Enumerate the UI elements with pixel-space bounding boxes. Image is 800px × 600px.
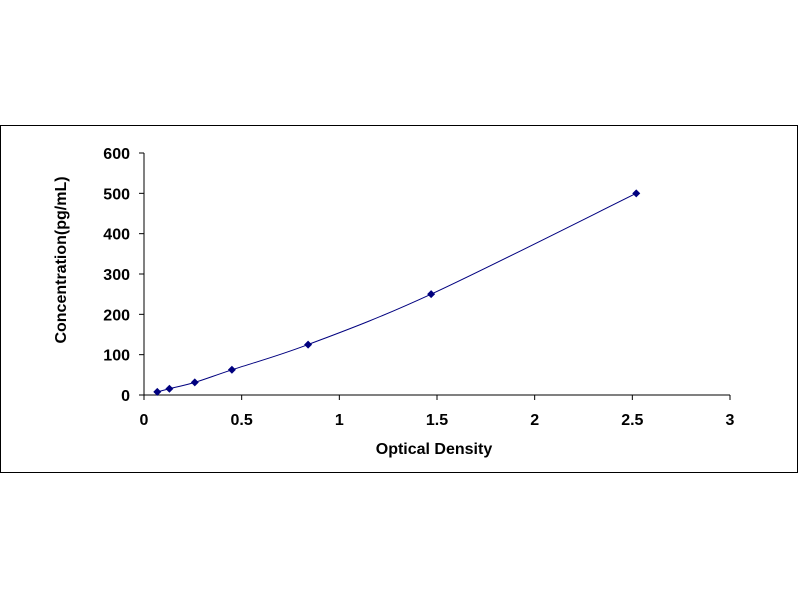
x-tick-label: 0.5 — [231, 412, 253, 429]
data-point-marker — [304, 340, 313, 349]
x-tick-label: 1 — [335, 412, 344, 429]
y-tick-label: 300 — [103, 267, 130, 284]
x-tick-label: 2.5 — [621, 412, 643, 429]
x-axis-title: Optical Density — [376, 441, 493, 458]
data-point-marker — [427, 290, 436, 299]
x-tick-label: 1.5 — [426, 412, 448, 429]
y-tick-label: 500 — [103, 186, 130, 203]
data-point-marker — [153, 387, 162, 396]
chart-frame — [0, 125, 798, 473]
axes — [143, 153, 730, 396]
data-point-marker — [165, 384, 174, 393]
x-tick-label: 0 — [140, 412, 149, 429]
y-tick-label: 100 — [103, 348, 130, 365]
x-ticks: 0 0.5 1 1.5 2 2.5 3 — [140, 395, 735, 429]
x-tick-label: 3 — [726, 412, 735, 429]
data-point-marker — [190, 378, 199, 387]
y-tick-label: 400 — [103, 227, 130, 244]
data-point-marker — [227, 365, 236, 374]
y-tick-label: 0 — [121, 388, 130, 405]
y-tick-label: 200 — [103, 307, 130, 324]
y-tick-label: 600 — [103, 146, 130, 163]
x-tick-label: 2 — [530, 412, 539, 429]
y-ticks: 0 100 200 300 400 500 600 — [103, 146, 144, 405]
y-axis-title: Concentration(pg/mL) — [53, 176, 70, 343]
fit-curve — [157, 192, 637, 393]
data-point-marker — [632, 189, 641, 198]
data-points — [153, 189, 641, 396]
